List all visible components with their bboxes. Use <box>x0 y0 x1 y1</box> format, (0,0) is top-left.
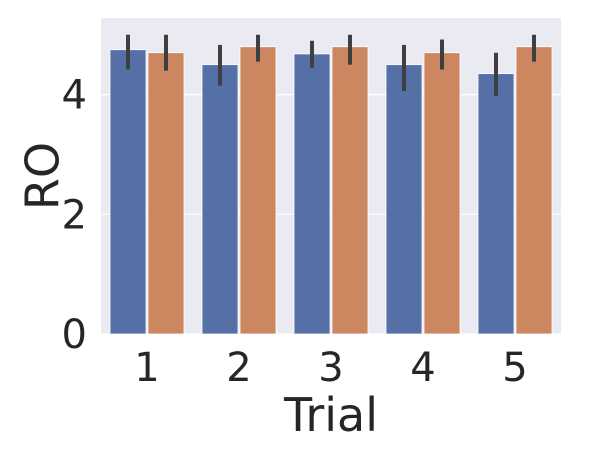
bar <box>515 46 553 335</box>
y-axis-label: RO <box>16 142 70 210</box>
bar <box>385 64 423 335</box>
x-tick-label: 5 <box>502 345 527 391</box>
x-tick-labels: 1 2 3 4 5 <box>134 345 527 391</box>
y-tick-label: 0 <box>62 312 87 358</box>
bar <box>201 64 239 335</box>
x-tick-label: 3 <box>318 345 343 391</box>
bar <box>331 46 369 335</box>
x-axis-label: Trial <box>283 388 378 442</box>
y-tick-label: 4 <box>62 73 87 119</box>
x-tick-label: 1 <box>134 345 159 391</box>
bar <box>293 53 331 335</box>
bar <box>109 49 147 335</box>
y-tick-labels: 0 2 4 <box>62 73 87 358</box>
y-tick-label: 2 <box>62 192 87 238</box>
error-bars <box>126 34 536 96</box>
bar <box>423 52 461 335</box>
bar <box>477 73 515 335</box>
bar <box>239 46 277 335</box>
x-tick-label: 4 <box>410 345 435 391</box>
bar <box>147 52 185 335</box>
x-tick-label: 2 <box>226 345 251 391</box>
